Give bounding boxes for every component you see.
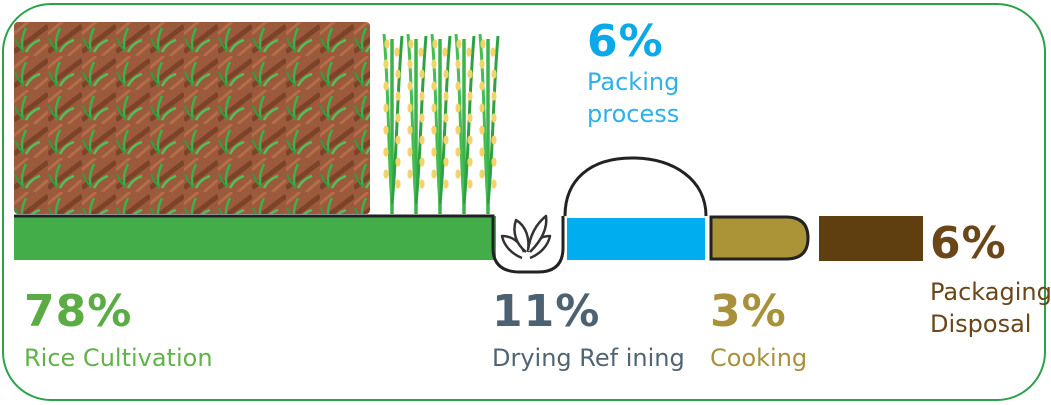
packing-process-bar <box>567 218 705 260</box>
rice-plant-icon <box>381 32 500 216</box>
cooking-percent: 3% <box>710 286 787 337</box>
drying-refining-channel <box>14 214 565 274</box>
packing-process-percent: 6% <box>587 16 664 67</box>
diagram-frame <box>2 3 1046 401</box>
cooking-shape <box>709 215 810 261</box>
packing-process-label-line1: Packing <box>587 68 680 96</box>
cooking-label: Cooking <box>710 344 808 372</box>
packing-process-label-line2: process <box>587 100 680 129</box>
packaging-disposal-label-line1: Packaging <box>930 278 1051 306</box>
packaging-disposal-percent: 6% <box>930 218 1007 269</box>
packing-process-dome <box>563 156 708 217</box>
sprout-icon <box>500 214 552 260</box>
rice-cultivation-bar <box>14 216 496 260</box>
packaging-disposal-label-line2: Disposal <box>930 310 1032 339</box>
packaging-disposal-label: Packaging Disposal <box>930 276 1051 341</box>
drying-refining-percent: 11% <box>492 286 601 337</box>
packing-process-label: Packing process <box>587 66 679 131</box>
drying-refining-label: Drying Ref ining <box>492 344 685 372</box>
rice-cultivation-percent: 78% <box>24 286 133 337</box>
packaging-disposal-bar <box>819 216 923 261</box>
rice-field-icon <box>14 22 370 214</box>
rice-cultivation-label: Rice Cultivation <box>24 344 213 372</box>
